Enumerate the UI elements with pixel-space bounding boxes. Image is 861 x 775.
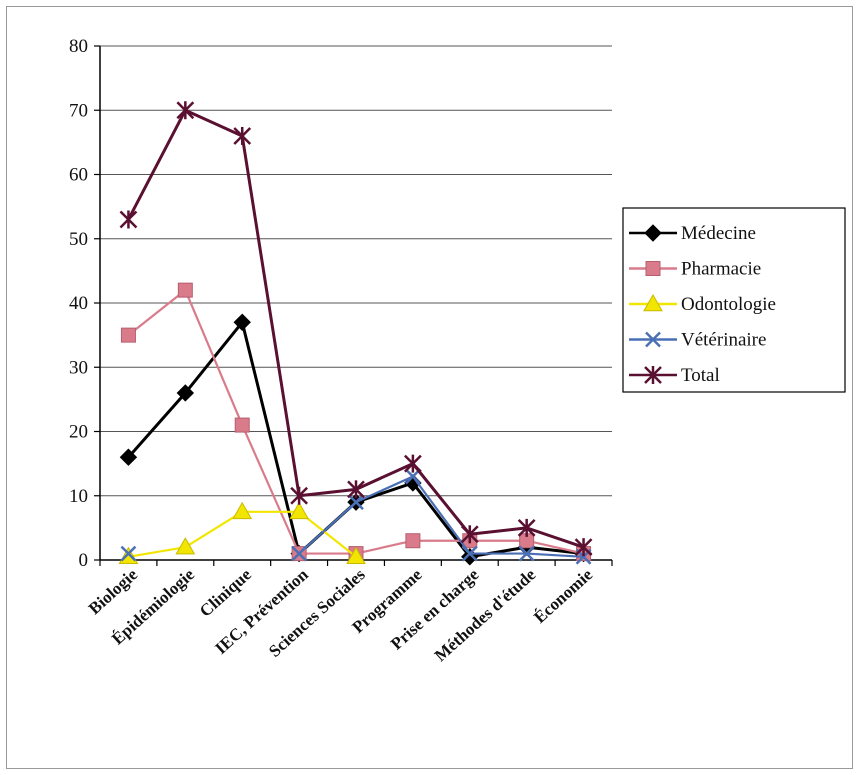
series-line-veterinaire	[298, 475, 584, 558]
data-point-total	[290, 486, 308, 505]
legend-item-total: Total	[629, 365, 720, 386]
data-point-odontologie	[346, 546, 366, 565]
data-point-veterinaire	[518, 545, 535, 562]
data-point-odontologie	[232, 501, 253, 520]
y-tick-label: 10	[69, 486, 88, 507]
data-point-medecine	[176, 384, 195, 402]
x-tick-label: Biologie	[85, 565, 142, 619]
data-point-pharmacie	[405, 533, 421, 549]
data-point-pharmacie	[177, 282, 193, 298]
data-point-veterinaire	[291, 545, 307, 562]
data-point-veterinaire	[120, 545, 137, 562]
data-point-total	[347, 480, 365, 499]
legend-marker-pharmacie	[645, 261, 661, 276]
y-tick-label: 0	[79, 550, 89, 571]
legend-item-veterinaire: Vétérinaire	[629, 330, 766, 351]
data-point-total	[574, 538, 593, 557]
y-tick-label: 20	[69, 422, 88, 443]
legend-label: Odontologie	[681, 294, 776, 315]
x-tick-label: Économie	[530, 565, 596, 627]
y-tick-label: 60	[69, 165, 88, 186]
legend-label: Pharmacie	[681, 259, 761, 280]
data-point-pharmacie	[234, 417, 250, 433]
gridlines	[100, 45, 612, 497]
legend-label: Médecine	[681, 223, 756, 244]
data-point-total	[404, 454, 422, 473]
y-tick-label: 30	[69, 357, 88, 378]
x-tick-label: Méthodes d'étude	[431, 565, 540, 666]
legend-label: Vétérinaire	[681, 330, 766, 351]
data-point-total	[517, 518, 536, 537]
data-point-medecine	[233, 313, 251, 331]
series-line-pharmacie	[127, 289, 584, 555]
data-point-total	[460, 525, 479, 544]
legend-marker-medecine	[644, 224, 662, 242]
data-point-odontologie	[289, 501, 309, 520]
legend: Médecine Pharmacie Odontologie Vétérinaire T…	[622, 207, 846, 393]
y-tick-label: 80	[69, 36, 88, 57]
series-total	[119, 101, 593, 557]
data-point-total	[176, 101, 195, 120]
data-point-veterinaire	[461, 545, 478, 562]
series-group	[118, 101, 593, 566]
series-veterinaire	[120, 468, 592, 565]
y-tick-label: 40	[69, 293, 88, 314]
legend-marker-odontologie	[643, 293, 663, 312]
y-tick-label: 50	[69, 229, 88, 250]
data-point-medecine	[119, 448, 138, 466]
legend-box	[622, 207, 846, 393]
legend-item-medecine: Médecine	[629, 223, 756, 244]
legend-marker-veterinaire	[645, 331, 661, 348]
data-point-veterinaire	[348, 494, 364, 511]
legend-marker-total	[644, 366, 662, 384]
series-line-medecine	[127, 320, 584, 559]
legend-label: Total	[681, 365, 720, 386]
data-point-total	[119, 210, 138, 229]
legend-item-pharmacie: Pharmacie	[629, 259, 761, 280]
data-point-odontologie	[175, 537, 196, 555]
y-tick-label: 70	[69, 100, 88, 121]
data-point-pharmacie	[120, 327, 136, 343]
x-tick-label: Sciences Sociales	[265, 565, 369, 661]
y-axis-ticks: 0 10 20 30 40 50 60 70 80	[69, 36, 100, 571]
legend-item-odontologie: Odontologie	[629, 293, 776, 315]
series-pharmacie	[120, 282, 592, 562]
data-point-total	[233, 126, 252, 145]
